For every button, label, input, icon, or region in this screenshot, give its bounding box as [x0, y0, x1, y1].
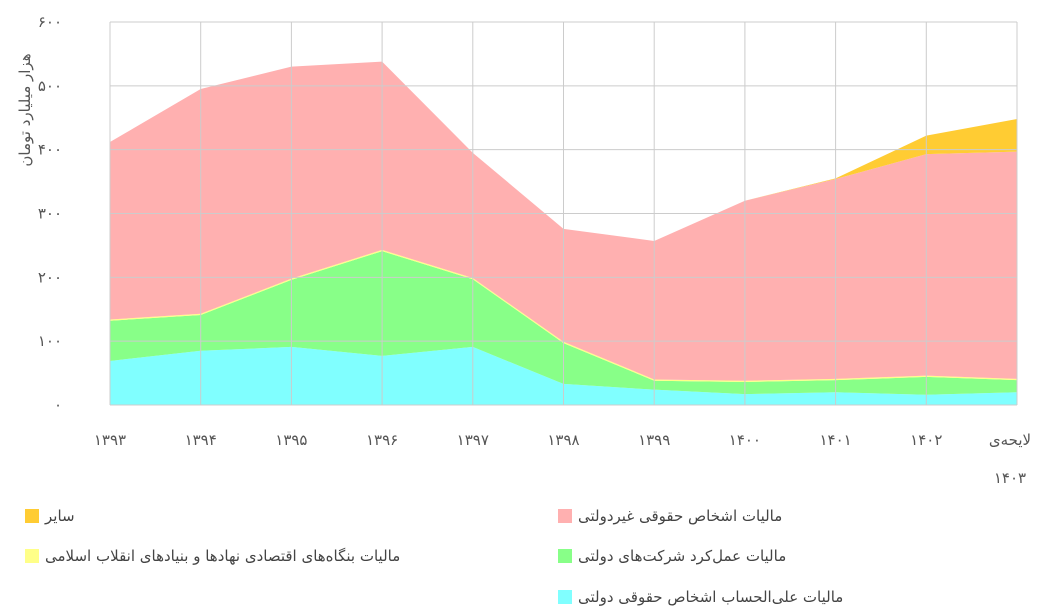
x-tick-label: ۱۳۹۹ — [638, 431, 671, 449]
x-tick-label: ۱۳۹۷ — [456, 431, 489, 449]
legend-item: مالیات بنگاه‌های اقتصادی نهادها و بنیاده… — [25, 547, 400, 565]
area — [110, 251, 1017, 395]
x-tick-label: ۱۳۹۶ — [365, 431, 399, 449]
areas — [110, 61, 1017, 405]
x-tick-label: لایحه‌ی ۱۴۰۳ — [988, 431, 1032, 487]
legend-swatch — [558, 509, 572, 523]
y-tick-label: ۵۰۰ — [38, 77, 62, 95]
x-tick-label: ۱۴۰۱ — [819, 431, 852, 449]
legend-swatch — [25, 549, 39, 563]
y-tick-label: ۰ — [54, 396, 62, 414]
x-tick-label: ۱۴۰۰ — [728, 431, 761, 449]
legend-item: مالیات علی‌الحساب اشخاص حقوقی دولتی — [558, 588, 843, 606]
legend-item: مالیات اشخاص حقوقی غیردولتی — [558, 507, 782, 525]
area — [110, 61, 1017, 381]
legend-swatch — [558, 549, 572, 563]
x-tick-label: ۱۳۹۵ — [275, 431, 308, 449]
x-tick-label: ۱۳۹۸ — [547, 431, 580, 449]
legend-label: مالیات علی‌الحساب اشخاص حقوقی دولتی — [578, 588, 844, 606]
legend-label: مالیات بنگاه‌های اقتصادی نهادها و بنیاده… — [45, 547, 401, 565]
y-tick-label: ۲۰۰ — [38, 268, 62, 286]
legend-swatch — [25, 509, 39, 523]
chart: هزار میلیارد تومان ۰ ۱۰۰ ۲۰۰ ۳۰۰ ۴۰۰ ۵۰۰ ۶۰۰ — [16, 13, 1018, 414]
legend-swatch — [558, 590, 572, 604]
x-tick-label: ۱۳۹۳ — [93, 431, 127, 449]
legend-item: مالیات عمل‌کرد شرکت‌های دولتی — [558, 547, 786, 565]
y-tick-label: ۱۰۰ — [38, 332, 62, 350]
legend-label: سایر — [45, 507, 75, 525]
x-tick-label: ۱۴۰۲ — [910, 431, 943, 449]
area — [110, 346, 1017, 405]
y-tick-label: ۶۰۰ — [38, 13, 62, 31]
y-tick-label: ۴۰۰ — [38, 141, 62, 159]
legend-label: مالیات عمل‌کرد شرکت‌های دولتی — [578, 547, 787, 565]
x-tick-label: ۱۳۹۴ — [184, 431, 217, 449]
y-axis-label: هزار میلیارد تومان — [16, 53, 34, 166]
y-tick-label: ۳۰۰ — [38, 205, 62, 223]
legend-label: مالیات اشخاص حقوقی غیردولتی — [578, 507, 783, 525]
legend-item: سایر — [25, 507, 75, 525]
grid — [109, 21, 1018, 406]
